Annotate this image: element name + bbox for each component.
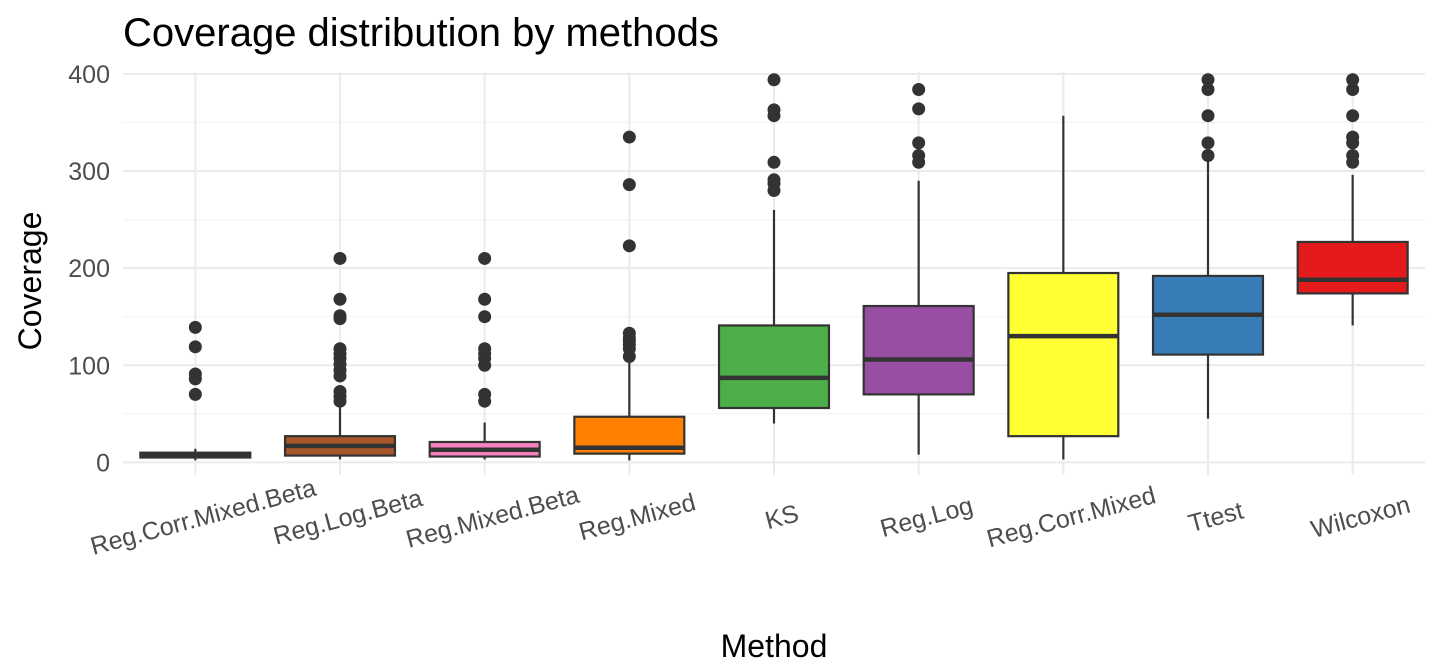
- outlier-point: [1346, 82, 1360, 96]
- y-tick-label: 400: [68, 61, 110, 89]
- outlier-point: [622, 178, 636, 192]
- x-axis-title: Method: [721, 628, 828, 664]
- outlier-point: [333, 384, 347, 398]
- outlier-point: [478, 342, 492, 356]
- outlier-point: [1201, 73, 1215, 87]
- chart-title: Coverage distribution by methods: [123, 11, 719, 55]
- y-axis-ticks: 0 100 200 300 400: [68, 61, 110, 477]
- box-reg-corr-mixed: [1007, 115, 1120, 460]
- outlier-point: [1346, 149, 1360, 163]
- box-wilcoxon: [1296, 73, 1409, 326]
- box-reg-corr-mixed-beta: [139, 320, 252, 461]
- outlier-point: [188, 387, 202, 401]
- outlier-point: [767, 155, 781, 169]
- outlier-point: [188, 367, 202, 381]
- outlier-point: [912, 136, 926, 150]
- outlier-point: [622, 130, 636, 144]
- box-ks: [717, 73, 831, 424]
- iqr-box: [1007, 271, 1120, 438]
- box-reg-log: [862, 82, 975, 455]
- outlier-point: [622, 326, 636, 340]
- outlier-point: [1346, 109, 1360, 123]
- outlier-point: [767, 73, 781, 87]
- outlier-point: [333, 342, 347, 356]
- outlier-point: [188, 340, 202, 354]
- x-tick-label: KS: [762, 499, 801, 535]
- outlier-point: [767, 173, 781, 187]
- outlier-point: [333, 292, 347, 306]
- outlier-point: [333, 309, 347, 323]
- outlier-point: [912, 149, 926, 163]
- box-reg-log-beta: [283, 251, 397, 460]
- x-tick-label: Reg.Mixed.Beta: [403, 481, 582, 554]
- outlier-point: [912, 82, 926, 96]
- outlier-point: [478, 387, 492, 401]
- outlier-point: [1201, 109, 1215, 123]
- outlier-point: [333, 251, 347, 265]
- y-tick-label: 200: [68, 255, 110, 283]
- box-reg-mixed: [573, 130, 686, 461]
- iqr-box: [1296, 240, 1409, 295]
- x-tick-label: Reg.Log: [877, 492, 976, 544]
- outlier-point: [622, 239, 636, 253]
- outlier-point: [1201, 136, 1215, 150]
- iqr-box: [862, 304, 975, 396]
- y-tick-label: 0: [96, 449, 110, 477]
- iqr-box: [717, 324, 831, 410]
- y-tick-label: 100: [68, 352, 110, 380]
- outlier-point: [1346, 73, 1360, 87]
- box-ttest: [1151, 73, 1265, 419]
- outlier-point: [912, 102, 926, 116]
- boxes: [139, 73, 1409, 461]
- outlier-point: [1346, 130, 1360, 144]
- outlier-point: [478, 251, 492, 265]
- x-tick-label: Ttest: [1185, 497, 1246, 538]
- x-tick-label: Reg.Mixed: [576, 488, 699, 546]
- x-axis-ticks: Reg.Corr.Mixed.BetaReg.Log.BetaReg.Mixed…: [88, 474, 1414, 561]
- y-axis-title: Coverage: [12, 212, 48, 351]
- box-reg-mixed-beta: [428, 251, 541, 460]
- outlier-point: [188, 320, 202, 334]
- outlier-point: [767, 103, 781, 117]
- x-tick-label: Wilcoxon: [1308, 491, 1413, 544]
- outlier-point: [478, 310, 492, 324]
- x-tick-label: Reg.Corr.Mixed: [984, 481, 1159, 553]
- outlier-point: [1201, 82, 1215, 96]
- outlier-point: [478, 292, 492, 306]
- y-tick-label: 300: [68, 158, 110, 186]
- outlier-point: [1201, 149, 1215, 163]
